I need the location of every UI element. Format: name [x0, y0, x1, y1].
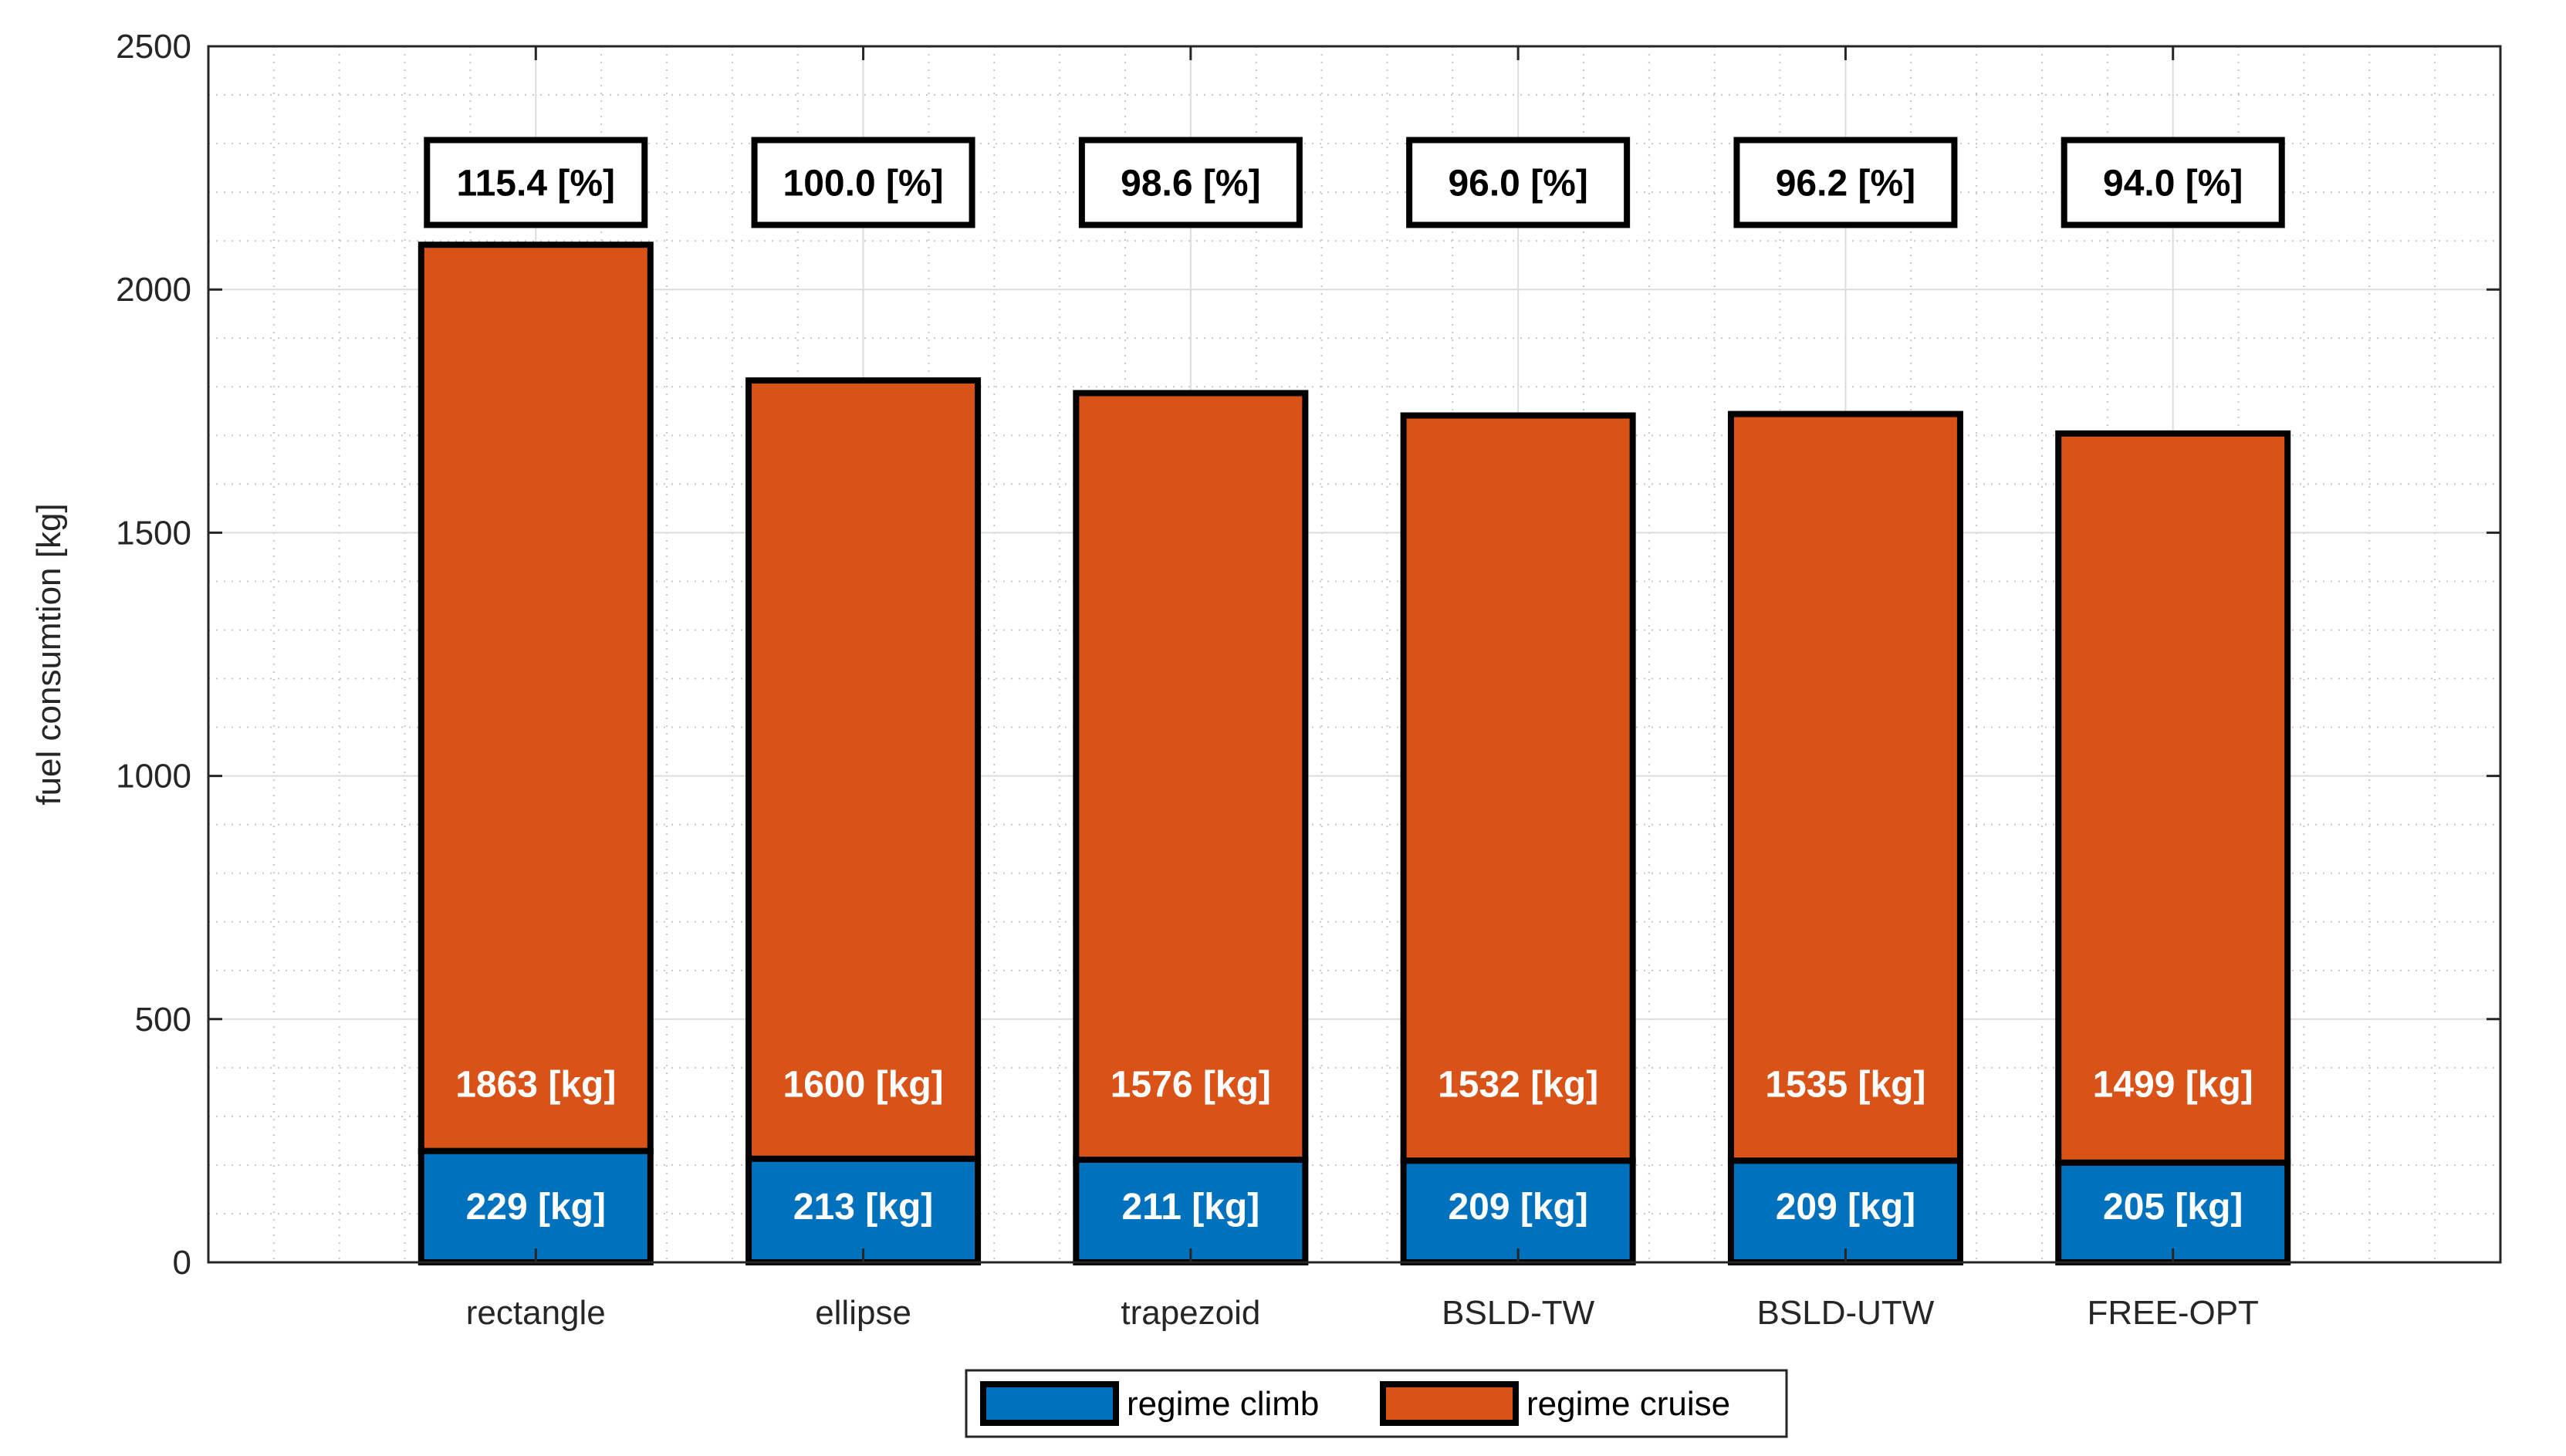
y-axis-ticks: 0 500 1000 1500 2000 2500: [116, 28, 2500, 1282]
data-label-climb: 209 [kg]: [1448, 1187, 1587, 1228]
percent-annotation-box: [424, 137, 648, 228]
data-label-climb: 213 [kg]: [793, 1187, 933, 1228]
x-tick-label: BSLD-UTW: [1757, 1294, 1935, 1332]
legend-swatch-cruise: [1380, 1381, 1519, 1426]
bar-climb-BSLD-TW: [1400, 1157, 1636, 1266]
percent-annotation-box: [2061, 137, 2285, 228]
y-tick-label: 1500: [116, 514, 191, 552]
percent-annotation-label: 96.2 [%]: [1776, 164, 1915, 204]
data-label-cruise: 1532 [kg]: [1438, 1065, 1598, 1106]
x-tick-label: rectangle: [466, 1294, 606, 1332]
y-tick-label: 0: [173, 1244, 191, 1282]
percent-annotation-box: [1733, 137, 1958, 228]
x-tick-label: ellipse: [815, 1294, 911, 1332]
percent-annotation-label: 94.0 [%]: [2103, 164, 2243, 204]
y-tick-label: 1000: [116, 758, 191, 796]
annotations-group: 115.4 [%] 100.0 [%] 98.6 [%] 96.0 [%] 96.2 […: [424, 137, 2285, 228]
y-tick-label: 2500: [116, 28, 191, 66]
percent-annotation-label: 98.6 [%]: [1121, 164, 1260, 204]
data-label-cruise: 1535 [kg]: [1765, 1065, 1925, 1106]
y-tick-label: 500: [135, 1001, 191, 1039]
data-label-climb: 229 [kg]: [466, 1187, 606, 1228]
x-axis-ticks: rectangle ellipse trapezoid BSLD-TW BSLD-UTW…: [466, 46, 2259, 1332]
x-tick-label: BSLD-TW: [1442, 1294, 1594, 1332]
legend-label: regime cruise: [1526, 1385, 1730, 1423]
data-label-cruise: 1600 [kg]: [783, 1065, 944, 1106]
bar-cruise-FREE-OPT: [2055, 430, 2291, 1166]
percent-annotation-box: [751, 137, 975, 228]
bar-cruise-ellipse: [745, 377, 982, 1162]
bars-group: 229 [kg] 1863 [kg] 213 [kg] 1600 [kg] 211 [k…: [418, 242, 2291, 1266]
data-label-climb: 211 [kg]: [1121, 1187, 1259, 1228]
bar-cruise-rectangle: [418, 242, 654, 1154]
y-tick-label: 2000: [116, 271, 191, 309]
percent-annotation-box: [1078, 137, 1303, 228]
data-label-climb: 205 [kg]: [2103, 1187, 2243, 1228]
data-label-cruise: 1863 [kg]: [455, 1065, 616, 1106]
percent-annotation-box: [1406, 137, 1631, 228]
y-axis-label: fuel consumtion [kg]: [30, 503, 68, 805]
x-tick-label: trapezoid: [1121, 1294, 1260, 1332]
axes-box: [207, 45, 2502, 1264]
bar-climb-FREE-OPT: [2055, 1159, 2291, 1265]
data-label-cruise: 1576 [kg]: [1111, 1065, 1271, 1106]
data-label-climb: 209 [kg]: [1776, 1187, 1915, 1228]
percent-annotation-label: 96.0 [%]: [1448, 164, 1587, 204]
legend-label: regime climb: [1127, 1385, 1319, 1423]
legend: regime climb regime cruise: [965, 1369, 1788, 1438]
legend-swatch-climb: [980, 1381, 1119, 1426]
percent-annotation-label: 100.0 [%]: [783, 164, 944, 204]
percent-annotation-label: 115.4 [%]: [457, 164, 615, 204]
bar-cruise-trapezoid: [1073, 390, 1309, 1163]
bar-climb-BSLD-UTW: [1727, 1157, 1963, 1266]
bar-cruise-BSLD-UTW: [1727, 410, 1963, 1164]
x-tick-label: FREE-OPT: [2087, 1294, 2258, 1332]
bar-cruise-BSLD-TW: [1400, 412, 1636, 1164]
data-label-cruise: 1499 [kg]: [2093, 1065, 2253, 1106]
